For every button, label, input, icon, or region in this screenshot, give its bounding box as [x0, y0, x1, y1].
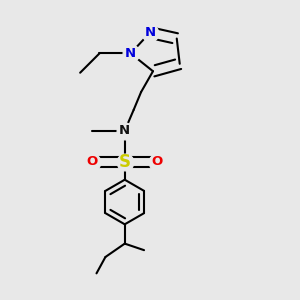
- Text: N: N: [125, 47, 136, 60]
- Text: N: N: [144, 26, 156, 39]
- Text: S: S: [119, 153, 131, 171]
- Text: O: O: [86, 155, 98, 168]
- Text: N: N: [119, 124, 130, 137]
- Text: O: O: [152, 155, 163, 168]
